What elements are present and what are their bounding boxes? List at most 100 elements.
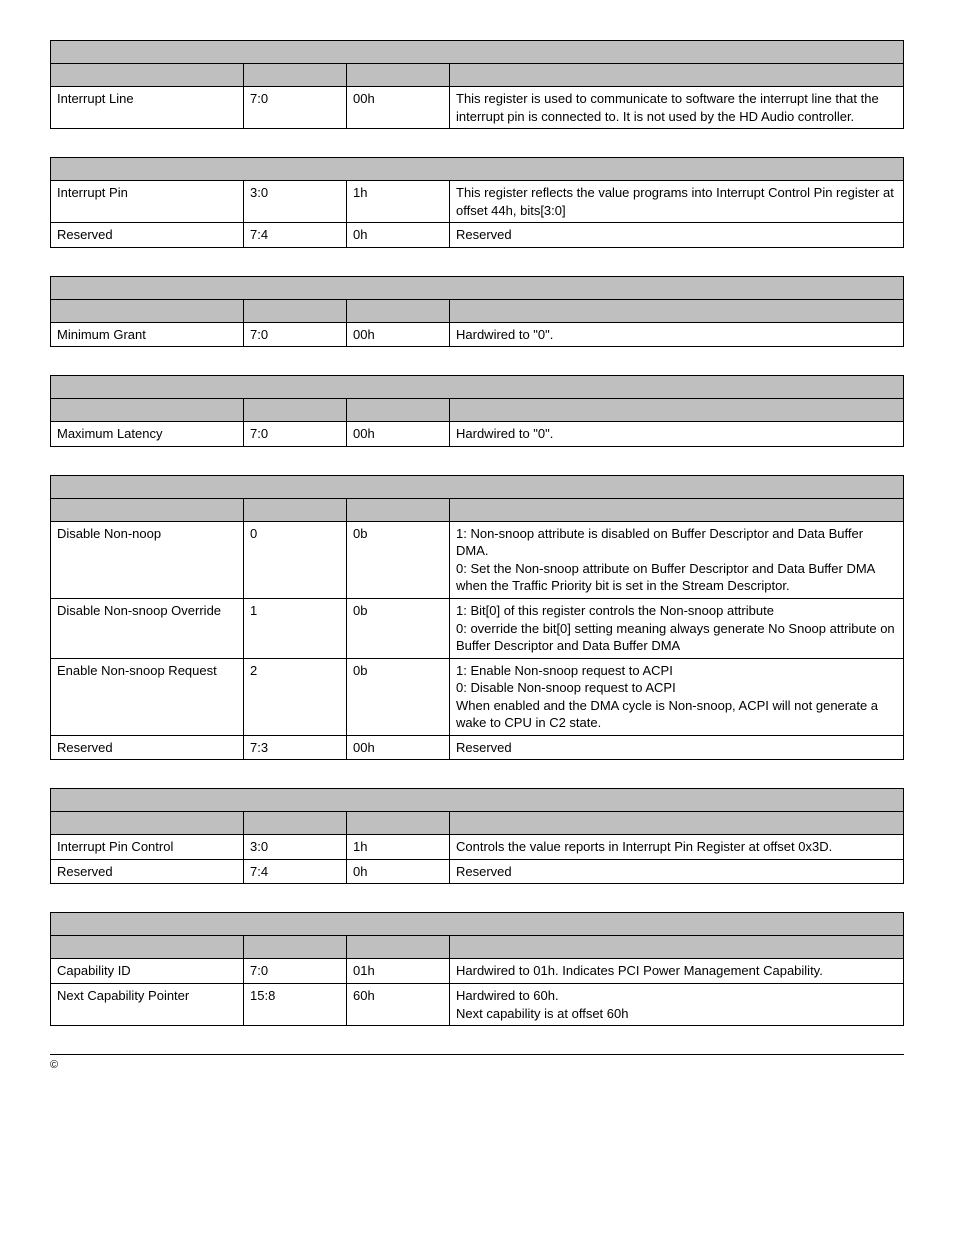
- bit-cell: 7:0: [244, 959, 347, 984]
- desc-cell: Reserved: [450, 223, 904, 248]
- table-row: Next Capability Pointer 15:8 60h Hardwir…: [51, 984, 904, 1026]
- bit-cell: 1: [244, 599, 347, 659]
- bit-cell: 7:0: [244, 322, 347, 347]
- field-cell: Maximum Latency: [51, 422, 244, 447]
- col-desc-header: [450, 812, 904, 835]
- default-cell: 00h: [347, 87, 450, 129]
- table-title: [51, 913, 904, 936]
- default-cell: 00h: [347, 735, 450, 760]
- minimum-grant-table: Minimum Grant 7:0 00h Hardwired to "0".: [50, 276, 904, 348]
- field-cell: Disable Non-noop: [51, 521, 244, 598]
- table-row: Disable Non-snoop Override 1 0b 1: Bit[0…: [51, 599, 904, 659]
- table-row: Interrupt Line 7:0 00h This register is …: [51, 87, 904, 129]
- col-bit-header: [244, 399, 347, 422]
- table-title: [51, 475, 904, 498]
- desc-cell: Hardwired to "0".: [450, 322, 904, 347]
- default-cell: 1h: [347, 181, 450, 223]
- col-field-header: [51, 299, 244, 322]
- col-bit-header: [244, 64, 347, 87]
- table-title: [51, 276, 904, 299]
- table-row: Interrupt Pin 3:0 1h This register refle…: [51, 181, 904, 223]
- bit-cell: 3:0: [244, 835, 347, 860]
- interrupt-pin-table: Interrupt Pin 3:0 1h This register refle…: [50, 157, 904, 248]
- table-row: Disable Non-noop 0 0b 1: Non-snoop attri…: [51, 521, 904, 598]
- default-cell: 0h: [347, 223, 450, 248]
- maximum-latency-table: Maximum Latency 7:0 00h Hardwired to "0"…: [50, 375, 904, 447]
- copyright-symbol: ©: [50, 1059, 58, 1071]
- table-row: Minimum Grant 7:0 00h Hardwired to "0".: [51, 322, 904, 347]
- col-desc-header: [450, 498, 904, 521]
- col-default-header: [347, 299, 450, 322]
- desc-cell: 1: Enable Non-snoop request to ACPI0: Di…: [450, 658, 904, 735]
- field-cell: Minimum Grant: [51, 322, 244, 347]
- field-cell: Interrupt Pin: [51, 181, 244, 223]
- col-desc-header: [450, 299, 904, 322]
- col-default-header: [347, 64, 450, 87]
- col-desc-header: [450, 64, 904, 87]
- col-default-header: [347, 498, 450, 521]
- interrupt-pin-control-table: Interrupt Pin Control 3:0 1h Controls th…: [50, 788, 904, 884]
- capability-id-table: Capability ID 7:0 01h Hardwired to 01h. …: [50, 912, 904, 1026]
- table-row: Capability ID 7:0 01h Hardwired to 01h. …: [51, 959, 904, 984]
- bit-cell: 7:4: [244, 859, 347, 884]
- field-cell: Reserved: [51, 735, 244, 760]
- table-title: [51, 789, 904, 812]
- bit-cell: 15:8: [244, 984, 347, 1026]
- field-cell: Interrupt Pin Control: [51, 835, 244, 860]
- col-field-header: [51, 399, 244, 422]
- default-cell: 0b: [347, 521, 450, 598]
- col-bit-header: [244, 498, 347, 521]
- desc-cell: This register reflects the value program…: [450, 181, 904, 223]
- field-cell: Enable Non-snoop Request: [51, 658, 244, 735]
- field-cell: Interrupt Line: [51, 87, 244, 129]
- default-cell: 00h: [347, 422, 450, 447]
- default-cell: 0h: [347, 859, 450, 884]
- desc-cell: Hardwired to 01h. Indicates PCI Power Ma…: [450, 959, 904, 984]
- table-row: Reserved 7:3 00h Reserved: [51, 735, 904, 760]
- bit-cell: 7:0: [244, 422, 347, 447]
- field-cell: Next Capability Pointer: [51, 984, 244, 1026]
- default-cell: 0b: [347, 599, 450, 659]
- bit-cell: 3:0: [244, 181, 347, 223]
- table-row: Enable Non-snoop Request 2 0b 1: Enable …: [51, 658, 904, 735]
- non-snoop-table: Disable Non-noop 0 0b 1: Non-snoop attri…: [50, 475, 904, 761]
- default-cell: 01h: [347, 959, 450, 984]
- field-cell: Disable Non-snoop Override: [51, 599, 244, 659]
- default-cell: 0b: [347, 658, 450, 735]
- desc-cell: Hardwired to "0".: [450, 422, 904, 447]
- field-cell: Reserved: [51, 859, 244, 884]
- col-bit-header: [244, 936, 347, 959]
- default-cell: 1h: [347, 835, 450, 860]
- bit-cell: 7:0: [244, 87, 347, 129]
- desc-cell: 1: Bit[0] of this register controls the …: [450, 599, 904, 659]
- desc-cell: This register is used to communicate to …: [450, 87, 904, 129]
- col-default-header: [347, 399, 450, 422]
- col-bit-header: [244, 299, 347, 322]
- desc-cell: Controls the value reports in Interrupt …: [450, 835, 904, 860]
- desc-cell: Reserved: [450, 859, 904, 884]
- desc-cell: 1: Non-snoop attribute is disabled on Bu…: [450, 521, 904, 598]
- interrupt-line-table: Interrupt Line 7:0 00h This register is …: [50, 40, 904, 129]
- col-default-header: [347, 936, 450, 959]
- bit-cell: 0: [244, 521, 347, 598]
- default-cell: 00h: [347, 322, 450, 347]
- bit-cell: 2: [244, 658, 347, 735]
- col-field-header: [51, 936, 244, 959]
- field-cell: Reserved: [51, 223, 244, 248]
- table-title: [51, 158, 904, 181]
- table-row: Reserved 7:4 0h Reserved: [51, 223, 904, 248]
- bit-cell: 7:3: [244, 735, 347, 760]
- col-bit-header: [244, 812, 347, 835]
- col-desc-header: [450, 936, 904, 959]
- table-title: [51, 41, 904, 64]
- desc-cell: Reserved: [450, 735, 904, 760]
- default-cell: 60h: [347, 984, 450, 1026]
- page-footer: ©: [50, 1054, 904, 1071]
- col-default-header: [347, 812, 450, 835]
- col-field-header: [51, 64, 244, 87]
- table-row: Interrupt Pin Control 3:0 1h Controls th…: [51, 835, 904, 860]
- table-row: Reserved 7:4 0h Reserved: [51, 859, 904, 884]
- col-field-header: [51, 498, 244, 521]
- col-desc-header: [450, 399, 904, 422]
- table-row: Maximum Latency 7:0 00h Hardwired to "0"…: [51, 422, 904, 447]
